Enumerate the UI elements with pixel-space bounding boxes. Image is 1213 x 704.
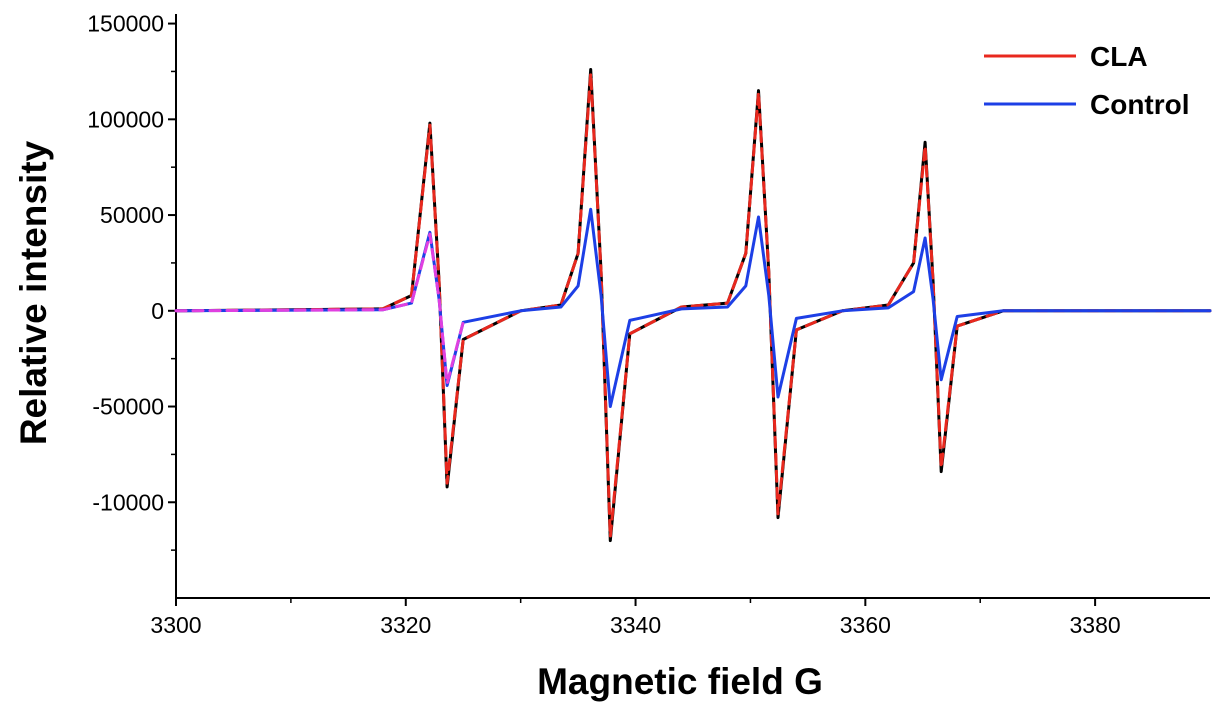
x-ticks: 3300 3320 3340 3360 3380 xyxy=(150,598,1121,638)
legend-label: Control xyxy=(1090,89,1190,120)
x-axis-title: Magnetic field G xyxy=(537,661,823,702)
x-tick-label: 3340 xyxy=(610,612,661,638)
y-tick-label: -50000 xyxy=(92,394,164,420)
series-line-2 xyxy=(174,207,1212,408)
series-line-0 xyxy=(174,71,1212,539)
y-tick-label: -10000 xyxy=(92,489,164,515)
y-ticks: 150000 100000 50000 0 -50000 -10000 xyxy=(87,11,176,551)
y-tick-label: 100000 xyxy=(87,106,164,132)
axes xyxy=(175,14,1210,599)
series-layer xyxy=(174,68,1212,543)
y-tick-label: 0 xyxy=(151,298,164,324)
x-tick-label: 3380 xyxy=(1070,612,1121,638)
y-axis-title: Relative intensity xyxy=(13,140,54,445)
x-tick-label: 3300 xyxy=(150,612,201,638)
x-tick-label: 3320 xyxy=(380,612,431,638)
y-tick-label: 50000 xyxy=(100,202,164,228)
x-tick-label: 3360 xyxy=(840,612,891,638)
legend-label: CLA xyxy=(1090,41,1148,72)
series-line-3 xyxy=(174,232,465,385)
y-tick-label: 150000 xyxy=(87,11,164,37)
legend: CLA Control xyxy=(984,41,1190,120)
